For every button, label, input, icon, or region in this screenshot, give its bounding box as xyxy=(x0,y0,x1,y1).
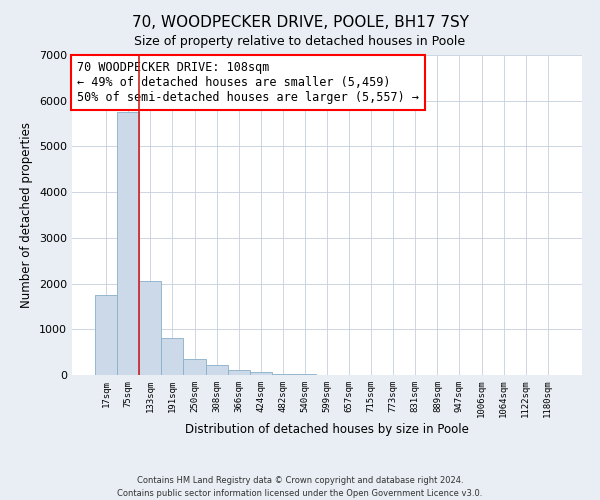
Y-axis label: Number of detached properties: Number of detached properties xyxy=(20,122,34,308)
Bar xyxy=(117,112,139,375)
Bar xyxy=(139,282,161,375)
Text: 70, WOODPECKER DRIVE, POOLE, BH17 7SY: 70, WOODPECKER DRIVE, POOLE, BH17 7SY xyxy=(131,15,469,30)
X-axis label: Distribution of detached houses by size in Poole: Distribution of detached houses by size … xyxy=(185,423,469,436)
Bar xyxy=(250,372,272,375)
Bar xyxy=(294,374,316,375)
Bar xyxy=(161,338,184,375)
Bar xyxy=(206,365,227,375)
Bar xyxy=(272,374,294,375)
Text: 70 WOODPECKER DRIVE: 108sqm
← 49% of detached houses are smaller (5,459)
50% of : 70 WOODPECKER DRIVE: 108sqm ← 49% of det… xyxy=(77,62,419,104)
Text: Size of property relative to detached houses in Poole: Size of property relative to detached ho… xyxy=(134,35,466,48)
Bar xyxy=(95,295,117,375)
Bar xyxy=(184,358,206,375)
Text: Contains HM Land Registry data © Crown copyright and database right 2024.
Contai: Contains HM Land Registry data © Crown c… xyxy=(118,476,482,498)
Bar xyxy=(227,370,250,375)
